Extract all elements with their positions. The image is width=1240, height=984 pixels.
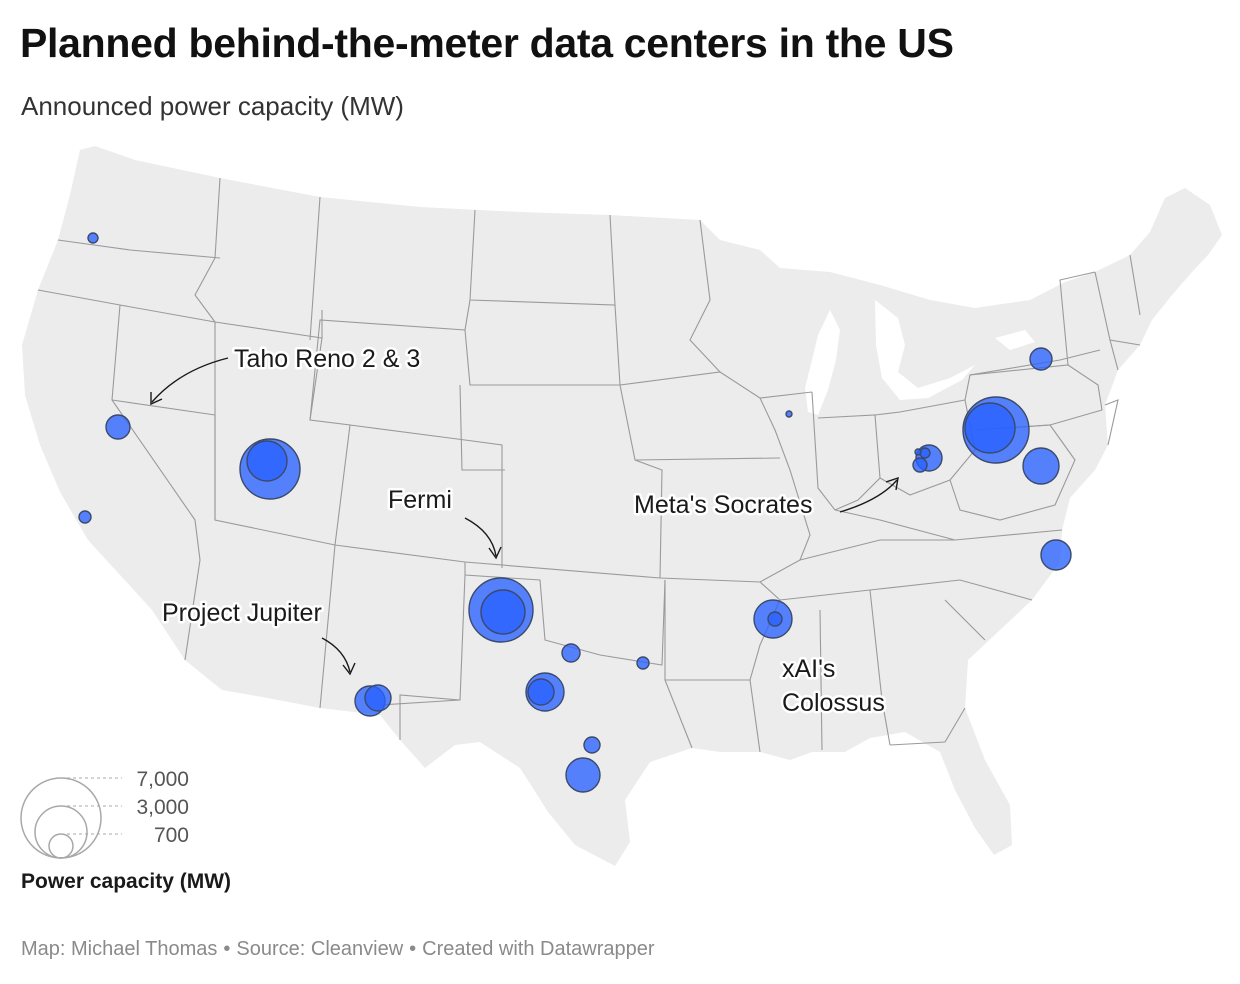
bubble-california[interactable] [78, 510, 92, 524]
bubble-north-carolina[interactable] [1040, 539, 1072, 571]
lake-michigan [805, 310, 840, 415]
arrow-jupiter-head [342, 662, 356, 676]
bubble-texas-central[interactable] [583, 736, 601, 754]
bubble-texas-east[interactable] [636, 656, 650, 670]
legend-label-700: 700 [154, 824, 189, 847]
page-subtitle: Announced power capacity (MW) [21, 91, 404, 121]
bubble-texas-north[interactable] [561, 643, 581, 663]
arrow-jupiter [321, 637, 351, 673]
footer-separator: • [223, 938, 231, 960]
bubble-ohio-d[interactable] [914, 448, 922, 456]
footer-separator: • [409, 938, 417, 960]
bubble-illinois[interactable] [785, 410, 793, 418]
bubble-texas-south[interactable] [565, 757, 601, 793]
arrow-socrates-head [885, 476, 899, 491]
bubble-fermi-small[interactable] [480, 589, 526, 635]
bubble-reno[interactable] [105, 414, 131, 440]
bubble-oregon[interactable] [87, 232, 99, 244]
legend-label-7000: 7,000 [136, 768, 189, 791]
bubbles [78, 232, 1072, 793]
arrow-socrates [839, 479, 898, 513]
arrow-fermi [464, 517, 497, 557]
bubble-virginia[interactable] [1022, 447, 1060, 485]
label-project-jupiter: Project Jupiter [162, 599, 322, 627]
bubble-new-york[interactable] [1029, 347, 1053, 371]
page-title: Planned behind-the-meter data centers in… [20, 20, 954, 66]
label-xai-line1: xAI's [782, 655, 835, 683]
size-legend: 7,000 3,000 700 [20, 768, 189, 859]
footer-source-link[interactable]: Source: Cleanview [236, 938, 404, 960]
bubble-texas-west-small[interactable] [527, 678, 555, 706]
legend-circle-700 [48, 833, 74, 859]
legend-circle-7000 [20, 777, 102, 859]
arrow-taho [151, 357, 229, 403]
arrow-fermi-head [488, 546, 502, 560]
bubble-utah-small[interactable] [246, 440, 288, 482]
footer-credits: Map: Michael Thomas • Source: Cleanview • Cr… [21, 938, 655, 961]
annotation-labels: Taho Reno 2 & 3 Fermi Meta's Socrates Pr… [160, 343, 888, 720]
label-taho-reno: Taho Reno 2 & 3 [234, 345, 420, 373]
annotation-arrows [150, 357, 899, 676]
legend-circle-3000 [34, 805, 88, 859]
legend-title: Power capacity (MW) [21, 870, 232, 893]
footer-datawrapper-link[interactable]: Created with Datawrapper [422, 938, 655, 960]
bubble-colossus-small[interactable] [767, 611, 783, 627]
footer-map-credit: Map: Michael Thomas [21, 938, 218, 960]
us-landmass [22, 146, 1222, 866]
label-xai-line2: Colossus [782, 689, 885, 717]
lake-ontario [995, 330, 1035, 350]
bubble-pennsylvania-small[interactable] [964, 402, 1016, 454]
arrow-taho-head [150, 392, 163, 406]
legend-label-3000: 3,000 [136, 796, 189, 819]
bubble-jupiter-small[interactable] [364, 684, 392, 712]
label-fermi: Fermi [388, 486, 452, 514]
label-metas-socrates: Meta's Socrates [634, 491, 812, 519]
lake-huron-erie [875, 300, 975, 400]
state-borders [37, 177, 1141, 753]
bubble-ohio-b[interactable] [912, 457, 928, 473]
